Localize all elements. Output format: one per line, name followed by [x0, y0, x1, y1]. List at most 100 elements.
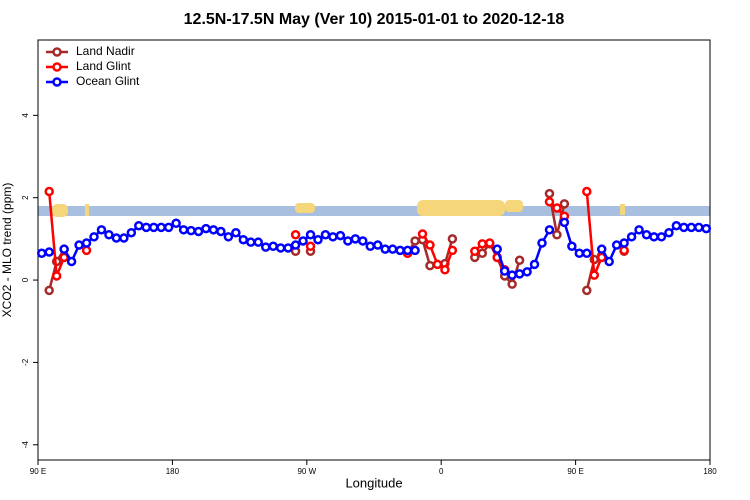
chart-title: 12.5N-17.5N May (Ver 10) 2015-01-01 to 2… — [184, 11, 565, 28]
data-point — [514, 255, 525, 266]
land-strip — [620, 204, 625, 215]
data-point — [290, 240, 301, 250]
data-point — [522, 267, 532, 277]
data-point — [529, 259, 540, 270]
data-point — [119, 233, 129, 243]
data-point — [328, 232, 338, 242]
data-point — [59, 244, 69, 254]
data-point — [208, 225, 219, 235]
plot-frame — [37, 39, 711, 461]
data-point — [66, 256, 77, 267]
data-point — [470, 246, 480, 256]
data-point — [649, 232, 659, 242]
data-point — [387, 244, 398, 254]
data-point — [320, 230, 331, 240]
data-point — [537, 238, 547, 248]
data-point — [559, 199, 570, 209]
data-point — [44, 285, 54, 296]
data-point — [656, 232, 667, 242]
x-tick-label: 90 W — [297, 467, 316, 476]
data-point — [74, 240, 84, 250]
data-point — [201, 223, 211, 234]
data-point — [81, 238, 92, 248]
data-point — [358, 236, 368, 246]
data-point — [305, 230, 316, 240]
x-tick-label: 90 E — [567, 467, 583, 476]
legend-marker — [52, 62, 62, 72]
data-point — [171, 218, 181, 228]
data-point — [679, 222, 689, 233]
data-point — [148, 222, 159, 233]
x-tick-label: 0 — [439, 467, 444, 476]
data-point — [246, 237, 256, 247]
x-tick-label: 180 — [166, 467, 180, 476]
x-tick-label: 180 — [703, 467, 717, 476]
y-tick-label: 0 — [21, 277, 30, 282]
data-point — [89, 232, 99, 242]
data-point — [253, 237, 264, 247]
data-point — [305, 241, 316, 252]
data-point — [410, 236, 420, 246]
y-tick-label: -2 — [21, 358, 30, 366]
data-point — [567, 241, 577, 252]
data-point — [126, 227, 137, 238]
y-tick-label: 4 — [21, 113, 30, 118]
land-strip — [295, 203, 315, 213]
data-point — [582, 248, 592, 259]
data-point — [544, 225, 555, 235]
data-point — [395, 245, 405, 256]
legend-label: Ocean Glint — [76, 74, 140, 88]
data-point — [178, 225, 189, 235]
data-point — [447, 245, 458, 256]
data-point — [223, 232, 234, 242]
data-point — [701, 223, 712, 234]
data-point — [499, 266, 510, 276]
data-point — [619, 245, 629, 256]
data-point — [484, 238, 495, 248]
data-point — [290, 230, 301, 240]
series-line — [585, 191, 603, 276]
legend-marker — [52, 47, 62, 57]
data-point — [260, 242, 271, 252]
legend-label: Land Nadir — [76, 44, 135, 58]
data-point — [425, 240, 435, 250]
data-point — [619, 238, 629, 248]
data-point — [350, 234, 361, 244]
data-point — [111, 233, 122, 243]
data-point — [492, 244, 502, 254]
data-point — [238, 234, 249, 245]
data-point — [671, 220, 682, 231]
data-point — [231, 227, 241, 238]
data-point — [141, 222, 152, 233]
data-point — [604, 256, 614, 267]
x-tick-label: 90 E — [30, 467, 46, 476]
data-point — [440, 265, 450, 275]
data-point — [417, 229, 428, 239]
data-point — [193, 226, 204, 237]
data-point — [134, 220, 144, 231]
data-point — [36, 248, 47, 259]
data-point — [156, 222, 166, 233]
data-point — [552, 230, 562, 240]
data-point — [402, 245, 413, 256]
map-strip — [38, 200, 710, 217]
data-point — [216, 226, 226, 237]
data-point — [664, 227, 674, 238]
data-point — [44, 247, 54, 257]
legend-label: Land Glint — [76, 59, 131, 73]
data-point — [343, 236, 353, 246]
data-point — [641, 230, 652, 240]
data-point — [694, 222, 704, 233]
data-point — [432, 259, 443, 270]
data-point — [477, 239, 488, 249]
land-strip — [85, 204, 89, 216]
data-point — [163, 222, 174, 233]
ocean-strip — [38, 206, 710, 216]
legend-marker — [52, 77, 62, 87]
data-point — [186, 225, 196, 236]
data-point — [596, 244, 607, 254]
data-point — [410, 245, 420, 256]
data-point — [559, 217, 570, 228]
